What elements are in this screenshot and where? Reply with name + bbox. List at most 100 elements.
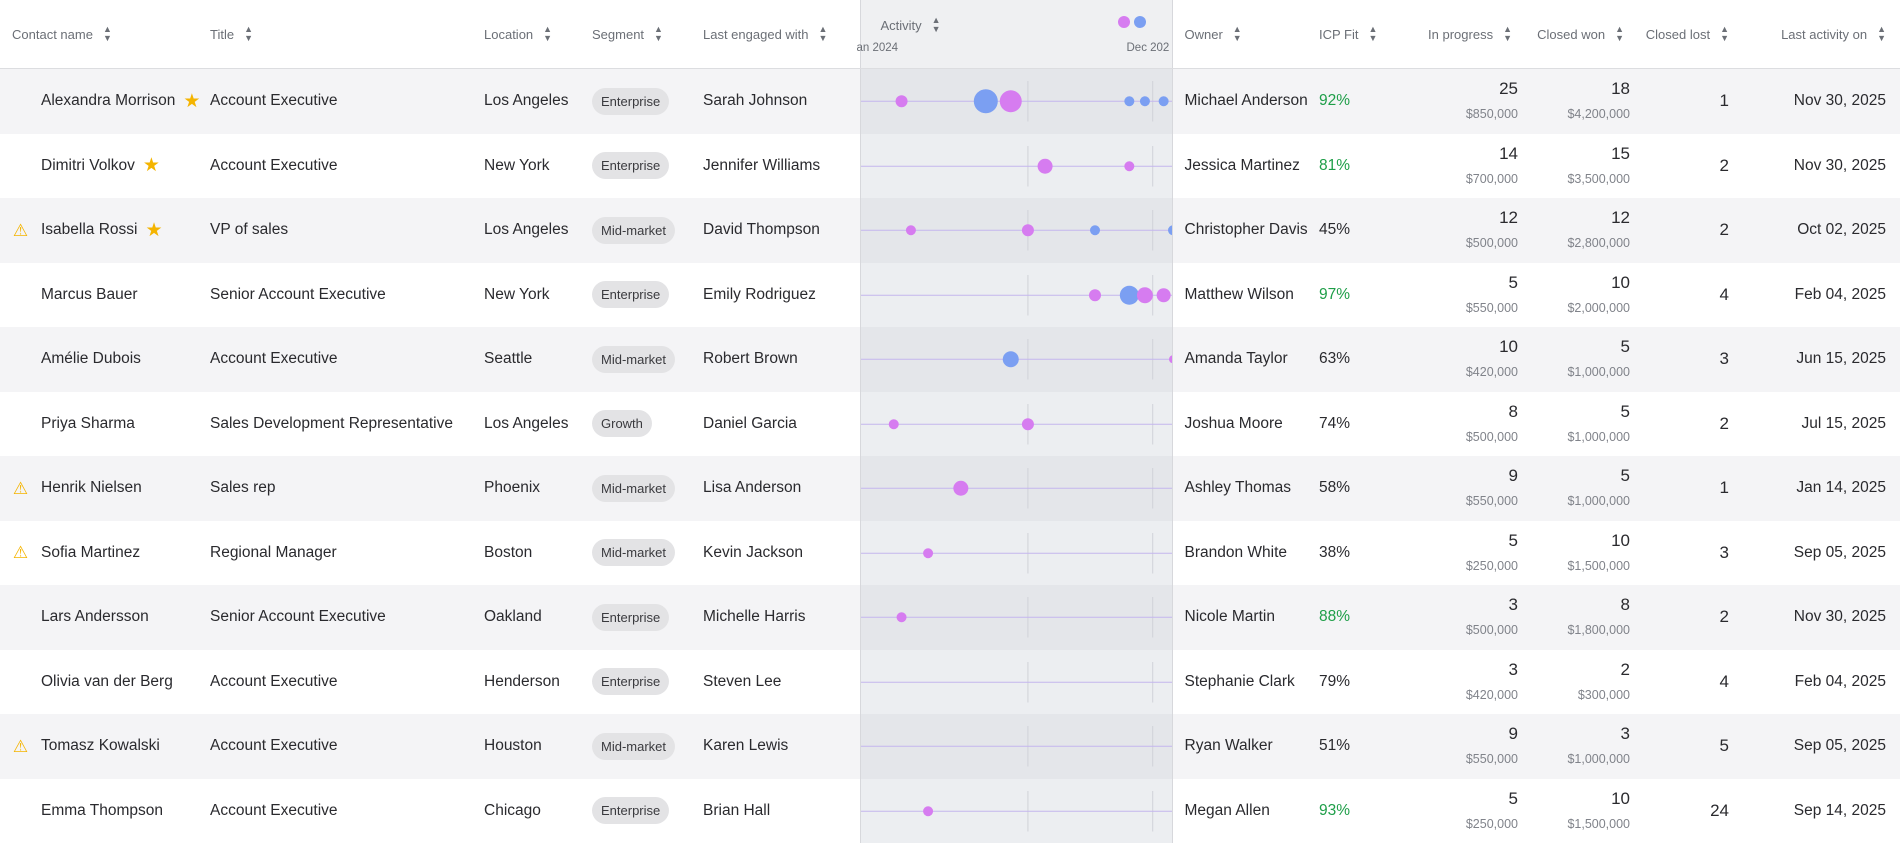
- table-row[interactable]: ⚠ Henrik Nielsen Sales rep Phoenix Mid-m…: [0, 456, 1900, 521]
- activity-dot-purple[interactable]: [896, 612, 907, 623]
- owner[interactable]: Christopher Davis: [1184, 221, 1308, 239]
- contact-name[interactable]: Alexandra Morrison: [41, 92, 176, 110]
- last-engaged-with[interactable]: Robert Brown: [703, 350, 798, 368]
- contact-name-cell[interactable]: Emma Thompson: [0, 779, 210, 843]
- contact-name-cell[interactable]: ⚠ Tomasz Kowalski: [0, 714, 210, 779]
- activity-dot-blue[interactable]: [1123, 96, 1134, 107]
- col-owner[interactable]: Owner ▲ ▼: [1172, 0, 1319, 69]
- col-activity[interactable]: Activity ▲ ▼ an 2024 Dec 202: [857, 0, 1173, 69]
- activity-dot-blue[interactable]: [973, 89, 998, 114]
- sort-icon[interactable]: ▲ ▼: [1368, 24, 1378, 43]
- activity-dot-purple[interactable]: [1156, 287, 1171, 302]
- contact-name-cell[interactable]: Alexandra Morrison ★: [0, 68, 210, 134]
- owner[interactable]: Stephanie Clark: [1184, 672, 1295, 690]
- owner[interactable]: Ryan Walker: [1184, 737, 1273, 755]
- contact-name[interactable]: Emma Thompson: [41, 801, 164, 819]
- activity-dot-purple[interactable]: [895, 95, 908, 108]
- star-icon[interactable]: ★: [142, 155, 160, 177]
- activity-dot-blue[interactable]: [1139, 96, 1150, 107]
- last-engaged-with[interactable]: Jennifer Williams: [703, 156, 821, 174]
- activity-cell[interactable]: [859, 520, 1173, 585]
- sort-icon[interactable]: ▲ ▼: [543, 24, 553, 43]
- activity-dot-blue[interactable]: [1119, 285, 1139, 305]
- activity-dot-blue[interactable]: [1158, 96, 1169, 107]
- owner[interactable]: Joshua Moore: [1184, 414, 1283, 432]
- sort-icon[interactable]: ▲ ▼: [818, 24, 828, 43]
- col-closed-won[interactable]: Closed won ▲ ▼: [1518, 0, 1630, 69]
- table-row[interactable]: ⚠ Sofia Martinez Regional Manager Boston…: [0, 520, 1900, 586]
- sort-icon[interactable]: ▲ ▼: [244, 24, 253, 43]
- col-contact-name[interactable]: Contact name ▲ ▼: [0, 0, 210, 69]
- contact-name[interactable]: Amélie Dubois: [41, 350, 141, 368]
- activity-cell[interactable]: [859, 391, 1173, 456]
- table-row[interactable]: Marcus Bauer Senior Account Executive Ne…: [0, 262, 1900, 328]
- table-row[interactable]: Alexandra Morrison ★ Account Executive L…: [0, 68, 1900, 134]
- table-row[interactable]: Amélie Dubois Account Executive Seattle …: [0, 327, 1900, 392]
- owner[interactable]: Ashley Thomas: [1184, 479, 1292, 497]
- sort-icon[interactable]: ▲ ▼: [931, 15, 941, 34]
- last-engaged-with[interactable]: Kevin Jackson: [703, 543, 803, 561]
- sort-icon[interactable]: ▲ ▼: [1615, 24, 1624, 43]
- activity-cell[interactable]: [859, 262, 1173, 327]
- contact-name[interactable]: Tomasz Kowalski: [41, 737, 160, 755]
- activity-dot-purple[interactable]: [1136, 286, 1153, 303]
- activity-dot-blue[interactable]: [1167, 225, 1173, 236]
- col-last-engaged[interactable]: Last engaged with ▲ ▼: [703, 0, 860, 69]
- contact-name[interactable]: Sofia Martinez: [41, 543, 141, 561]
- sort-icon[interactable]: ▲ ▼: [1232, 24, 1242, 43]
- activity-dot-purple[interactable]: [905, 225, 916, 236]
- activity-dot-purple[interactable]: [922, 547, 933, 558]
- star-icon[interactable]: ★: [145, 219, 163, 241]
- activity-cell[interactable]: [859, 456, 1173, 521]
- last-engaged-with[interactable]: Daniel Garcia: [703, 414, 797, 432]
- owner[interactable]: Megan Allen: [1184, 801, 1270, 819]
- activity-cell[interactable]: [859, 714, 1173, 779]
- contact-name-cell[interactable]: ⚠ Sofia Martinez: [0, 521, 210, 586]
- owner[interactable]: Jessica Martinez: [1184, 156, 1300, 174]
- last-engaged-with[interactable]: David Thompson: [703, 221, 820, 239]
- contact-name[interactable]: Dimitri Volkov: [41, 156, 135, 174]
- table-row[interactable]: Lars Andersson Senior Account Executive …: [0, 585, 1900, 650]
- activity-dot-purple[interactable]: [1021, 224, 1034, 237]
- contact-name-cell[interactable]: Marcus Bauer: [0, 263, 210, 328]
- table-row[interactable]: Dimitri Volkov ★ Account Executive New Y…: [0, 133, 1900, 198]
- col-location[interactable]: Location ▲ ▼: [484, 0, 592, 69]
- contact-name[interactable]: Henrik Nielsen: [41, 479, 142, 497]
- last-engaged-with[interactable]: Karen Lewis: [703, 737, 789, 755]
- activity-cell[interactable]: [859, 585, 1173, 650]
- contact-name-cell[interactable]: Lars Andersson: [0, 585, 210, 650]
- activity-dot-purple[interactable]: [1021, 417, 1034, 430]
- activity-dot-purple[interactable]: [1123, 160, 1134, 171]
- last-engaged-with[interactable]: Sarah Johnson: [703, 92, 808, 110]
- activity-dot-purple[interactable]: [1037, 158, 1053, 174]
- activity-dot-purple[interactable]: [922, 805, 933, 816]
- last-engaged-with[interactable]: Michelle Harris: [703, 608, 806, 626]
- activity-dot-purple[interactable]: [888, 418, 899, 429]
- owner[interactable]: Brandon White: [1184, 543, 1288, 561]
- star-icon[interactable]: ★: [183, 90, 201, 112]
- table-row[interactable]: ⚠ Tomasz Kowalski Account Executive Hous…: [0, 714, 1900, 779]
- contact-name[interactable]: Lars Andersson: [41, 608, 149, 626]
- table-row[interactable]: Emma Thompson Account Executive Chicago …: [0, 778, 1900, 843]
- last-engaged-with[interactable]: Steven Lee: [703, 672, 782, 690]
- col-in-progress[interactable]: In progress ▲ ▼: [1410, 0, 1518, 69]
- activity-cell[interactable]: [859, 133, 1173, 198]
- owner[interactable]: Michael Anderson: [1184, 92, 1308, 110]
- contact-name-cell[interactable]: ⚠ Henrik Nielsen: [0, 456, 210, 521]
- sort-icon[interactable]: ▲ ▼: [102, 24, 112, 43]
- last-engaged-with[interactable]: Emily Rodriguez: [703, 285, 816, 303]
- activity-dot-purple[interactable]: [1088, 288, 1101, 301]
- activity-dot-purple[interactable]: [952, 480, 968, 496]
- col-closed-lost[interactable]: Closed lost ▲ ▼: [1630, 0, 1743, 69]
- contact-name[interactable]: Olivia van der Berg: [41, 672, 173, 690]
- table-row[interactable]: Priya Sharma Sales Development Represent…: [0, 391, 1900, 456]
- owner[interactable]: Matthew Wilson: [1184, 285, 1294, 303]
- col-title[interactable]: Title ▲ ▼: [210, 0, 484, 69]
- activity-dot-purple[interactable]: [1168, 355, 1173, 363]
- contact-name-cell[interactable]: Olivia van der Berg: [0, 650, 210, 715]
- table-row[interactable]: Olivia van der Berg Account Executive He…: [0, 649, 1900, 715]
- contact-name[interactable]: Isabella Rossi: [41, 221, 138, 239]
- activity-cell[interactable]: [859, 649, 1173, 714]
- contact-name-cell[interactable]: ⚠ Isabella Rossi ★: [0, 198, 210, 263]
- activity-cell[interactable]: [859, 198, 1173, 263]
